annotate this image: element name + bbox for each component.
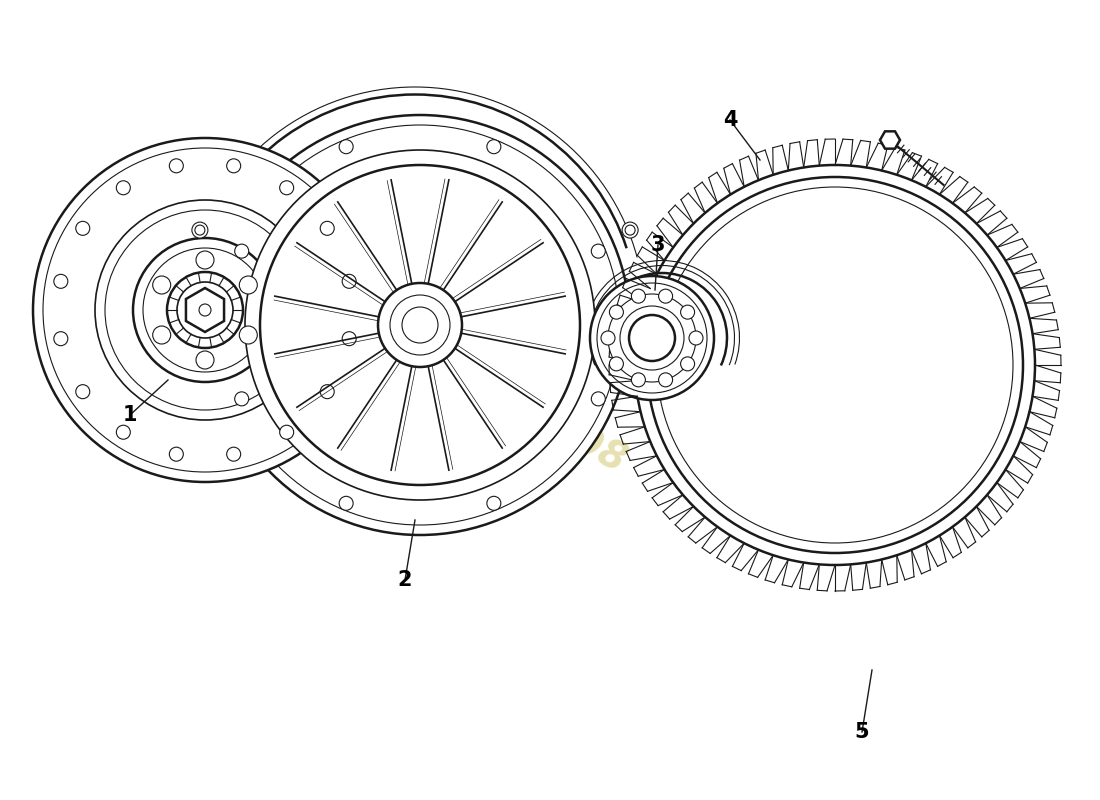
Circle shape — [260, 165, 580, 485]
Circle shape — [169, 159, 184, 173]
Circle shape — [76, 385, 90, 398]
Circle shape — [623, 222, 638, 238]
Circle shape — [629, 315, 675, 361]
Circle shape — [647, 177, 1023, 553]
Circle shape — [54, 274, 68, 288]
Text: 2: 2 — [398, 570, 412, 590]
Circle shape — [117, 181, 130, 194]
Circle shape — [195, 225, 205, 235]
Circle shape — [54, 332, 68, 346]
Circle shape — [169, 447, 184, 461]
Circle shape — [689, 331, 703, 345]
Circle shape — [609, 357, 624, 371]
Polygon shape — [880, 131, 900, 149]
Circle shape — [592, 244, 605, 258]
Text: parts: parts — [466, 326, 543, 384]
Circle shape — [608, 294, 696, 382]
Circle shape — [320, 385, 334, 398]
Circle shape — [625, 225, 635, 235]
Circle shape — [177, 282, 233, 338]
Circle shape — [631, 289, 646, 303]
Circle shape — [659, 373, 672, 387]
Text: ce 198: ce 198 — [487, 379, 632, 481]
Circle shape — [657, 187, 1013, 543]
Circle shape — [33, 138, 377, 482]
Circle shape — [220, 125, 620, 525]
Circle shape — [339, 140, 353, 154]
Circle shape — [631, 373, 646, 387]
Circle shape — [245, 150, 595, 500]
Circle shape — [227, 447, 241, 461]
Circle shape — [240, 276, 257, 294]
Circle shape — [43, 148, 367, 472]
Circle shape — [76, 222, 90, 235]
Circle shape — [597, 283, 707, 393]
Circle shape — [601, 331, 615, 345]
Circle shape — [104, 210, 305, 410]
Circle shape — [227, 159, 241, 173]
Circle shape — [117, 426, 130, 439]
Circle shape — [390, 295, 450, 355]
Circle shape — [153, 276, 170, 294]
Circle shape — [592, 392, 605, 406]
Circle shape — [189, 294, 221, 326]
Circle shape — [487, 496, 500, 510]
Circle shape — [609, 305, 624, 319]
Circle shape — [342, 332, 356, 346]
Circle shape — [240, 326, 257, 344]
Polygon shape — [186, 288, 224, 332]
Circle shape — [681, 357, 694, 371]
Circle shape — [95, 200, 315, 420]
Circle shape — [339, 496, 353, 510]
Circle shape — [210, 115, 630, 535]
Text: 4: 4 — [723, 110, 737, 130]
Circle shape — [191, 222, 208, 238]
Circle shape — [402, 307, 438, 343]
Circle shape — [196, 251, 214, 269]
Circle shape — [590, 276, 714, 400]
Circle shape — [487, 140, 500, 154]
Circle shape — [234, 392, 249, 406]
Text: 5: 5 — [855, 722, 869, 742]
Circle shape — [659, 289, 672, 303]
Circle shape — [199, 304, 211, 316]
Circle shape — [133, 238, 277, 382]
Text: 3: 3 — [651, 235, 666, 255]
Circle shape — [342, 274, 356, 288]
Circle shape — [153, 326, 170, 344]
Circle shape — [279, 426, 294, 439]
Circle shape — [320, 222, 334, 235]
Text: 1: 1 — [123, 405, 138, 425]
Circle shape — [279, 181, 294, 194]
Circle shape — [196, 351, 214, 369]
Circle shape — [167, 272, 243, 348]
Text: passion: passion — [447, 329, 613, 442]
Circle shape — [378, 283, 462, 367]
Circle shape — [620, 306, 684, 370]
Circle shape — [143, 248, 267, 372]
Circle shape — [234, 244, 249, 258]
Circle shape — [681, 305, 694, 319]
